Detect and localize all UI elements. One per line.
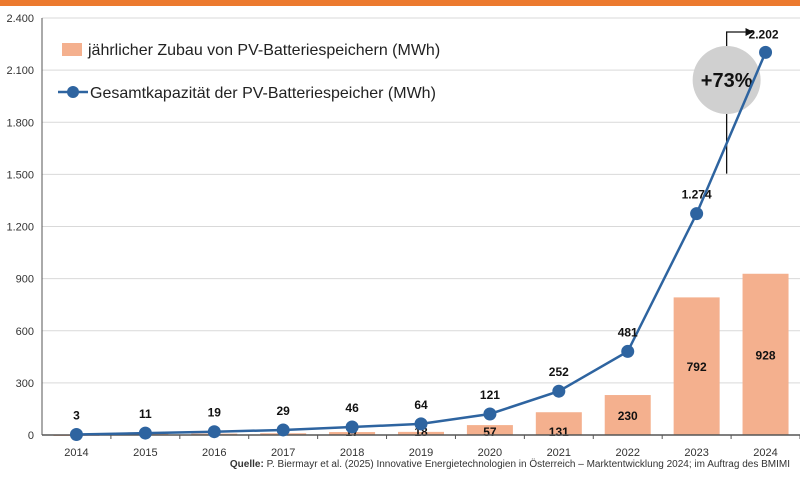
- bar: [535, 412, 582, 435]
- line-point: [207, 425, 221, 439]
- line-point: [276, 423, 290, 437]
- x-tick-label: 2024: [753, 447, 777, 459]
- source-note: Quelle: P. Biermayr et al. (2025) Innova…: [230, 459, 790, 470]
- bar: [673, 297, 720, 435]
- annotation-label: +73%: [701, 70, 753, 92]
- line-series: [76, 51, 767, 436]
- annotation-arrow: [725, 31, 746, 174]
- x-tick-label: 2014: [64, 447, 88, 459]
- line-point: [483, 407, 497, 421]
- point-label: 19: [208, 406, 222, 420]
- annotation-circle: [692, 46, 761, 114]
- line-point: [690, 207, 704, 221]
- line-point: [759, 45, 773, 59]
- x-tick-label: 2015: [133, 447, 157, 459]
- point-label: 46: [345, 401, 359, 415]
- bar: [742, 273, 789, 435]
- point-label: 252: [549, 365, 569, 379]
- top-accent-bar: [0, 0, 800, 6]
- point-label: 3: [73, 408, 80, 422]
- y-tick-label: 900: [16, 274, 34, 286]
- y-tick-label: 1.800: [6, 117, 34, 129]
- point-label: 2.202: [749, 27, 779, 41]
- y-tick-label: 1.200: [6, 222, 34, 234]
- bar: [398, 431, 444, 435]
- y-tick-label: 1.500: [6, 169, 34, 181]
- point-label: 1.274: [682, 188, 712, 202]
- bar-label: 928: [756, 348, 776, 362]
- legend-line-label: Gesamtkapazität der PV-Batteriespeicher …: [90, 85, 436, 102]
- x-tick-label: 2023: [684, 447, 708, 459]
- arrow-head-icon: [745, 28, 754, 36]
- y-tick-label: 600: [16, 326, 34, 338]
- bar: [329, 432, 376, 435]
- line-point: [552, 384, 566, 398]
- legend-bar-label: jährlicher Zubau von PV-Batteriespeicher…: [87, 42, 440, 59]
- point-label: 481: [618, 325, 638, 339]
- x-tick-label: 2017: [271, 447, 295, 459]
- bar-label: 57: [483, 425, 497, 439]
- legend-line-marker: [67, 86, 79, 98]
- point-label: 64: [414, 398, 428, 412]
- x-tick-label: 2019: [409, 447, 433, 459]
- bar-label: 230: [618, 409, 638, 423]
- line-point: [69, 427, 83, 441]
- line-point: [414, 417, 428, 431]
- y-tick-label: 2.400: [6, 13, 34, 25]
- point-label: 29: [277, 404, 291, 418]
- bar: [604, 395, 651, 435]
- line-point: [138, 426, 152, 440]
- line-point: [621, 344, 635, 358]
- y-tick-label: 2.100: [6, 65, 34, 77]
- x-tick-label: 2018: [340, 447, 364, 459]
- bar-label: 792: [687, 360, 707, 374]
- source-text: P. Biermayr et al. (2025) Innovative Ene…: [263, 459, 790, 470]
- x-tick-label: 2021: [547, 447, 571, 459]
- legend-bar-swatch: [62, 43, 82, 56]
- source-label: Quelle:: [229, 459, 264, 470]
- point-label: 11: [139, 407, 152, 421]
- bar-label: 131: [549, 425, 569, 439]
- x-tick-label: 2016: [202, 447, 226, 459]
- bar: [466, 425, 513, 435]
- x-tick-label: 2022: [615, 447, 639, 459]
- point-label: 121: [480, 388, 500, 402]
- y-tick-label: 300: [16, 378, 34, 390]
- line-point: [345, 420, 359, 434]
- x-tick-label: 2020: [478, 447, 502, 459]
- y-tick-label: 0: [28, 430, 34, 442]
